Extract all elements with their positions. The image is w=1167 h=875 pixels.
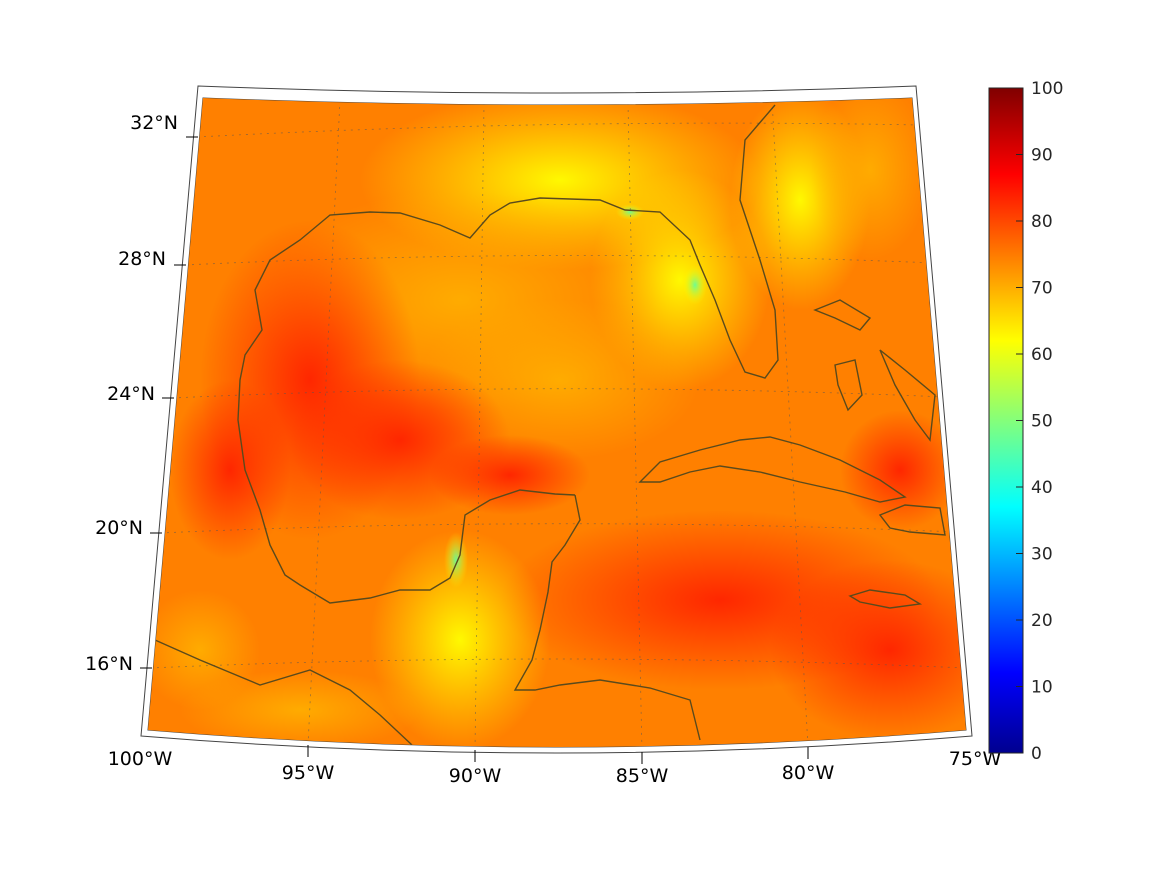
hispaniola [878, 504, 946, 536]
lon-label: 80°W [782, 762, 835, 784]
gulf-coast [237, 104, 779, 604]
longitude-labels: 100°W 95°W 90°W 85°W 80°W 75°W [108, 748, 1002, 787]
graticule [149, 99, 966, 747]
yucatan-central-america-coast [513, 494, 701, 741]
pacific-coast [154, 639, 413, 746]
cuba [638, 436, 907, 503]
colorbar-tick-label: 10 [1031, 678, 1053, 698]
data-field [148, 98, 966, 747]
colorbar-tick-label: 90 [1031, 146, 1053, 166]
colorbar-tick-label: 100 [1031, 79, 1063, 99]
colorbar-ticks: 0 10 20 30 40 50 60 70 80 90 100 [1016, 79, 1063, 764]
colorbar-tick-label: 0 [1031, 744, 1042, 764]
bahamas [813, 299, 936, 442]
colorbar-tick-label: 40 [1031, 478, 1053, 498]
coastlines [154, 104, 946, 746]
colorbar-tick-label: 70 [1031, 279, 1053, 299]
lon-label: 75°W [949, 748, 1002, 770]
colorbar-tick-label: 20 [1031, 611, 1053, 631]
colorbar-tick-label: 30 [1031, 545, 1053, 565]
lat-label: 24°N [107, 383, 155, 405]
lat-label: 20°N [95, 517, 143, 539]
colorbar: 0 10 20 30 40 50 60 70 80 90 100 [988, 79, 1063, 764]
lon-label: 95°W [282, 762, 335, 784]
jamaica [848, 589, 923, 609]
lat-label: 28°N [118, 248, 166, 270]
lon-label: 90°W [449, 765, 502, 787]
lon-label: 85°W [616, 765, 669, 787]
colorbar-tick-label: 80 [1031, 212, 1053, 232]
axis-ticks [140, 136, 809, 764]
colorbar-tick-label: 60 [1031, 345, 1053, 365]
lat-label: 32°N [130, 112, 178, 134]
lon-label: 100°W [108, 748, 173, 770]
colorbar-tick-label: 50 [1031, 412, 1053, 432]
latitude-labels: 32°N 28°N 24°N 20°N 16°N [85, 112, 178, 675]
lat-label: 16°N [85, 653, 133, 675]
